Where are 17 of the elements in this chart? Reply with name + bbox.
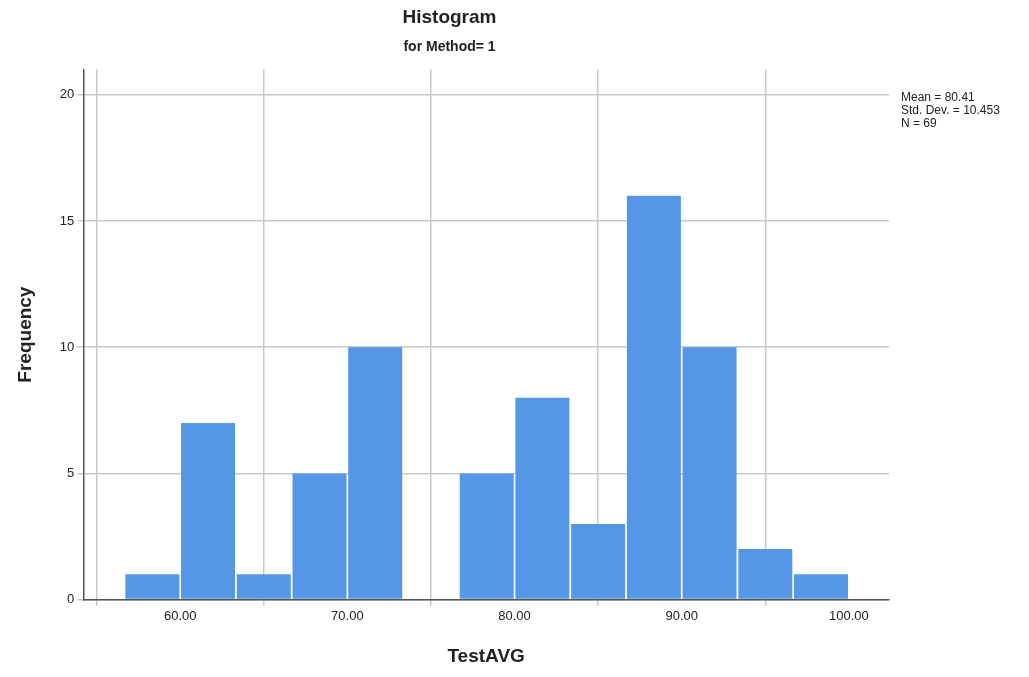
text: Mean = 80.41 bbox=[901, 89, 976, 104]
text: N = 69 bbox=[901, 115, 938, 130]
x-tick-label: 90.00 bbox=[665, 607, 698, 623]
x-tick-label: 100.00 bbox=[829, 607, 869, 623]
text: Std. Dev. = 10.453 bbox=[901, 102, 1001, 117]
y-tick-label: 5 bbox=[67, 464, 75, 480]
y-tick-label: 15 bbox=[59, 212, 75, 228]
x-tick-label: 60.00 bbox=[163, 607, 197, 623]
y-tick-label: 10 bbox=[59, 338, 75, 354]
y-tick-label: 0 bbox=[67, 591, 75, 607]
x-tick-label: 70.00 bbox=[331, 607, 364, 623]
x-tick-label: 80.00 bbox=[498, 607, 531, 623]
x-axis-title: TestAVG bbox=[447, 644, 525, 666]
chart-subtitle: for Method= 1 bbox=[403, 38, 496, 55]
y-tick-label: 20 bbox=[59, 86, 75, 102]
y-axis-title: Frequency bbox=[13, 286, 35, 383]
chart-title: Histogram bbox=[402, 5, 497, 27]
